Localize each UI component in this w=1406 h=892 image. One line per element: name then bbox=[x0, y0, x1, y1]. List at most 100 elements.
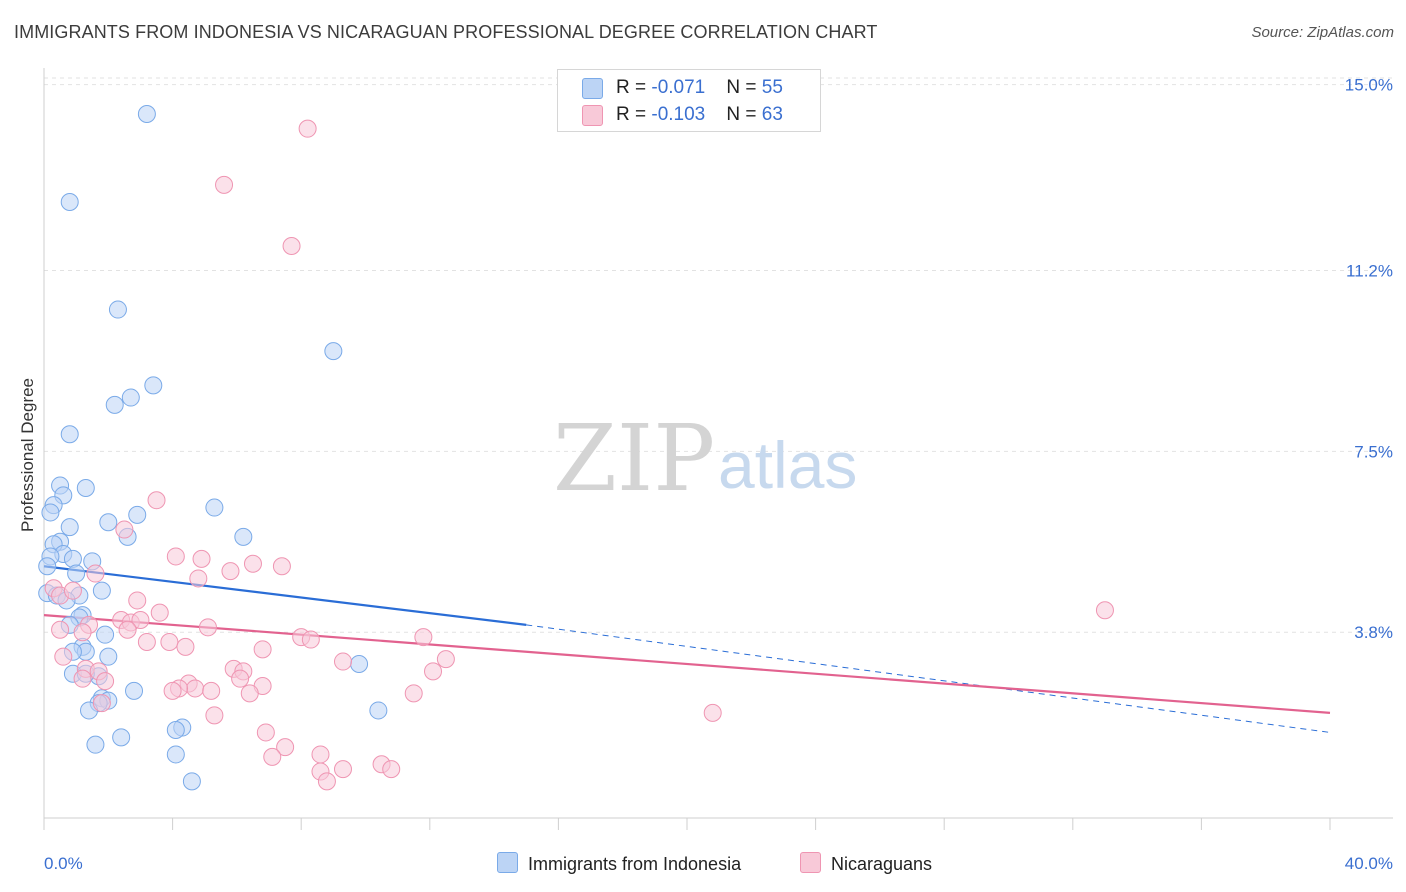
nicaraguans-point bbox=[301, 630, 320, 649]
indonesia-point bbox=[105, 395, 124, 414]
nicaraguans-point bbox=[160, 633, 179, 651]
nicaraguans-point bbox=[404, 684, 423, 703]
nicaraguans-point bbox=[163, 681, 182, 700]
nicaraguans-point bbox=[166, 547, 185, 566]
indonesia-point bbox=[99, 647, 118, 666]
nicaraguans-swatch bbox=[582, 105, 603, 126]
n-value: 55 bbox=[761, 77, 783, 98]
indonesia-point bbox=[137, 105, 156, 123]
nicaraguans-point bbox=[73, 669, 92, 688]
indonesia-point bbox=[41, 503, 60, 522]
nicaraguans-point bbox=[63, 581, 82, 600]
nicaraguans-point bbox=[272, 557, 291, 576]
indonesia-point bbox=[60, 193, 79, 211]
indonesia-trend-extension bbox=[526, 624, 1331, 733]
indonesia-point bbox=[234, 527, 253, 546]
nicaraguans-point bbox=[131, 611, 150, 629]
nicaraguans-point bbox=[215, 175, 234, 194]
x-tick-label-min: 0.0% bbox=[44, 854, 83, 873]
r-value: -0.071 bbox=[651, 77, 706, 98]
nicaraguans-point bbox=[231, 669, 250, 688]
indonesia-point bbox=[205, 498, 224, 517]
nicaraguans-point bbox=[198, 618, 217, 637]
nicaraguans-point bbox=[115, 520, 134, 539]
indonesia-point bbox=[144, 376, 163, 395]
y-tick-label: 15.0% bbox=[1345, 76, 1393, 95]
indonesia-point bbox=[67, 564, 86, 583]
nicaraguans-point bbox=[243, 554, 262, 573]
indonesia-point bbox=[108, 300, 127, 319]
indonesia-point bbox=[96, 625, 115, 644]
bottom-legend-indonesia: Immigrants from Indonesia bbox=[497, 852, 741, 875]
nicaraguans-legend-swatch bbox=[800, 852, 821, 873]
nicaraguans-point bbox=[205, 706, 224, 725]
nicaraguans-point bbox=[253, 640, 272, 659]
r-label: R = bbox=[616, 104, 652, 125]
indonesia-legend-label: Immigrants from Indonesia bbox=[528, 854, 742, 874]
nicaraguans-point bbox=[118, 620, 137, 639]
indonesia-point bbox=[125, 681, 144, 700]
nicaraguans-point bbox=[221, 562, 240, 581]
n-label: N = bbox=[726, 77, 762, 98]
nicaraguans-point bbox=[436, 650, 455, 669]
tick-labels: 3.8% 7.5% 11.2% 15.0% 0.0% 40.0% bbox=[44, 76, 1393, 873]
indonesia-point bbox=[38, 557, 57, 576]
legend-indonesia-stats: R = -0.071 N = 55 bbox=[616, 77, 783, 99]
indonesia-point bbox=[350, 655, 369, 673]
nicaraguans-point bbox=[256, 723, 275, 742]
watermark-atlas: atlas bbox=[718, 428, 857, 502]
nicaraguans-point bbox=[298, 119, 317, 138]
indonesia-point bbox=[182, 772, 201, 791]
chart-title: IMMIGRANTS FROM INDONESIA VS NICARAGUAN … bbox=[14, 22, 878, 42]
nicaraguans-point bbox=[382, 760, 401, 779]
nicaraguans-point bbox=[73, 623, 92, 642]
indonesia-trend-line bbox=[43, 565, 527, 626]
nicaraguans-point bbox=[189, 569, 208, 588]
nicaraguans-point bbox=[424, 662, 443, 681]
indonesia-point bbox=[63, 549, 82, 568]
legend-nicaraguans-stats: R = -0.103 N = 63 bbox=[616, 104, 783, 126]
nicaraguans-point bbox=[282, 237, 301, 255]
y-tick-label: 3.8% bbox=[1354, 623, 1393, 642]
nicaraguans-point bbox=[150, 603, 169, 622]
bottom-legend-nicaraguans: Nicaraguans bbox=[800, 852, 932, 875]
nicaraguans-point bbox=[54, 647, 73, 666]
source-label: Source: ZipAtlas.com bbox=[1251, 24, 1394, 41]
indonesia-point bbox=[324, 342, 343, 361]
nicaraguans-point bbox=[192, 549, 211, 568]
indonesia-point bbox=[112, 728, 131, 747]
indonesia-point bbox=[60, 425, 79, 444]
r-value: -0.103 bbox=[651, 104, 706, 125]
nicaraguans-point bbox=[276, 738, 295, 757]
nicaraguans-point bbox=[51, 620, 70, 639]
nicaraguans-point bbox=[263, 747, 282, 766]
watermark: ZIP atlas bbox=[553, 405, 857, 512]
nicaraguans-point bbox=[176, 637, 195, 656]
nicaraguans-point bbox=[333, 760, 352, 779]
indonesia-swatch bbox=[582, 78, 603, 99]
r-label: R = bbox=[616, 77, 652, 98]
nicaraguans-point bbox=[86, 564, 105, 583]
indonesia-point bbox=[99, 513, 118, 532]
axes bbox=[43, 68, 1393, 830]
indonesia-point bbox=[166, 721, 185, 739]
indonesia-point bbox=[166, 745, 185, 764]
nicaraguans-point bbox=[317, 772, 336, 791]
grid-lines bbox=[44, 77, 1393, 633]
n-value: 63 bbox=[761, 104, 783, 125]
nicaraguans-point bbox=[128, 591, 147, 610]
nicaraguans-trend-line bbox=[43, 614, 1331, 714]
indonesia-point bbox=[86, 735, 105, 754]
indonesia-point bbox=[76, 479, 95, 497]
watermark-zip: ZIP bbox=[553, 405, 715, 512]
y-tick-label: 11.2% bbox=[1346, 261, 1393, 280]
nicaraguans-point bbox=[240, 684, 259, 703]
nicaraguans-point bbox=[311, 745, 330, 764]
nicaraguans-legend-label: Nicaraguans bbox=[831, 854, 933, 874]
nicaraguans-point bbox=[703, 703, 722, 722]
nicaraguans-point bbox=[202, 681, 221, 700]
nicaraguans-point bbox=[96, 672, 115, 691]
indonesia-point bbox=[369, 701, 388, 720]
nicaraguans-point bbox=[92, 694, 111, 713]
indonesia-point bbox=[121, 388, 140, 407]
